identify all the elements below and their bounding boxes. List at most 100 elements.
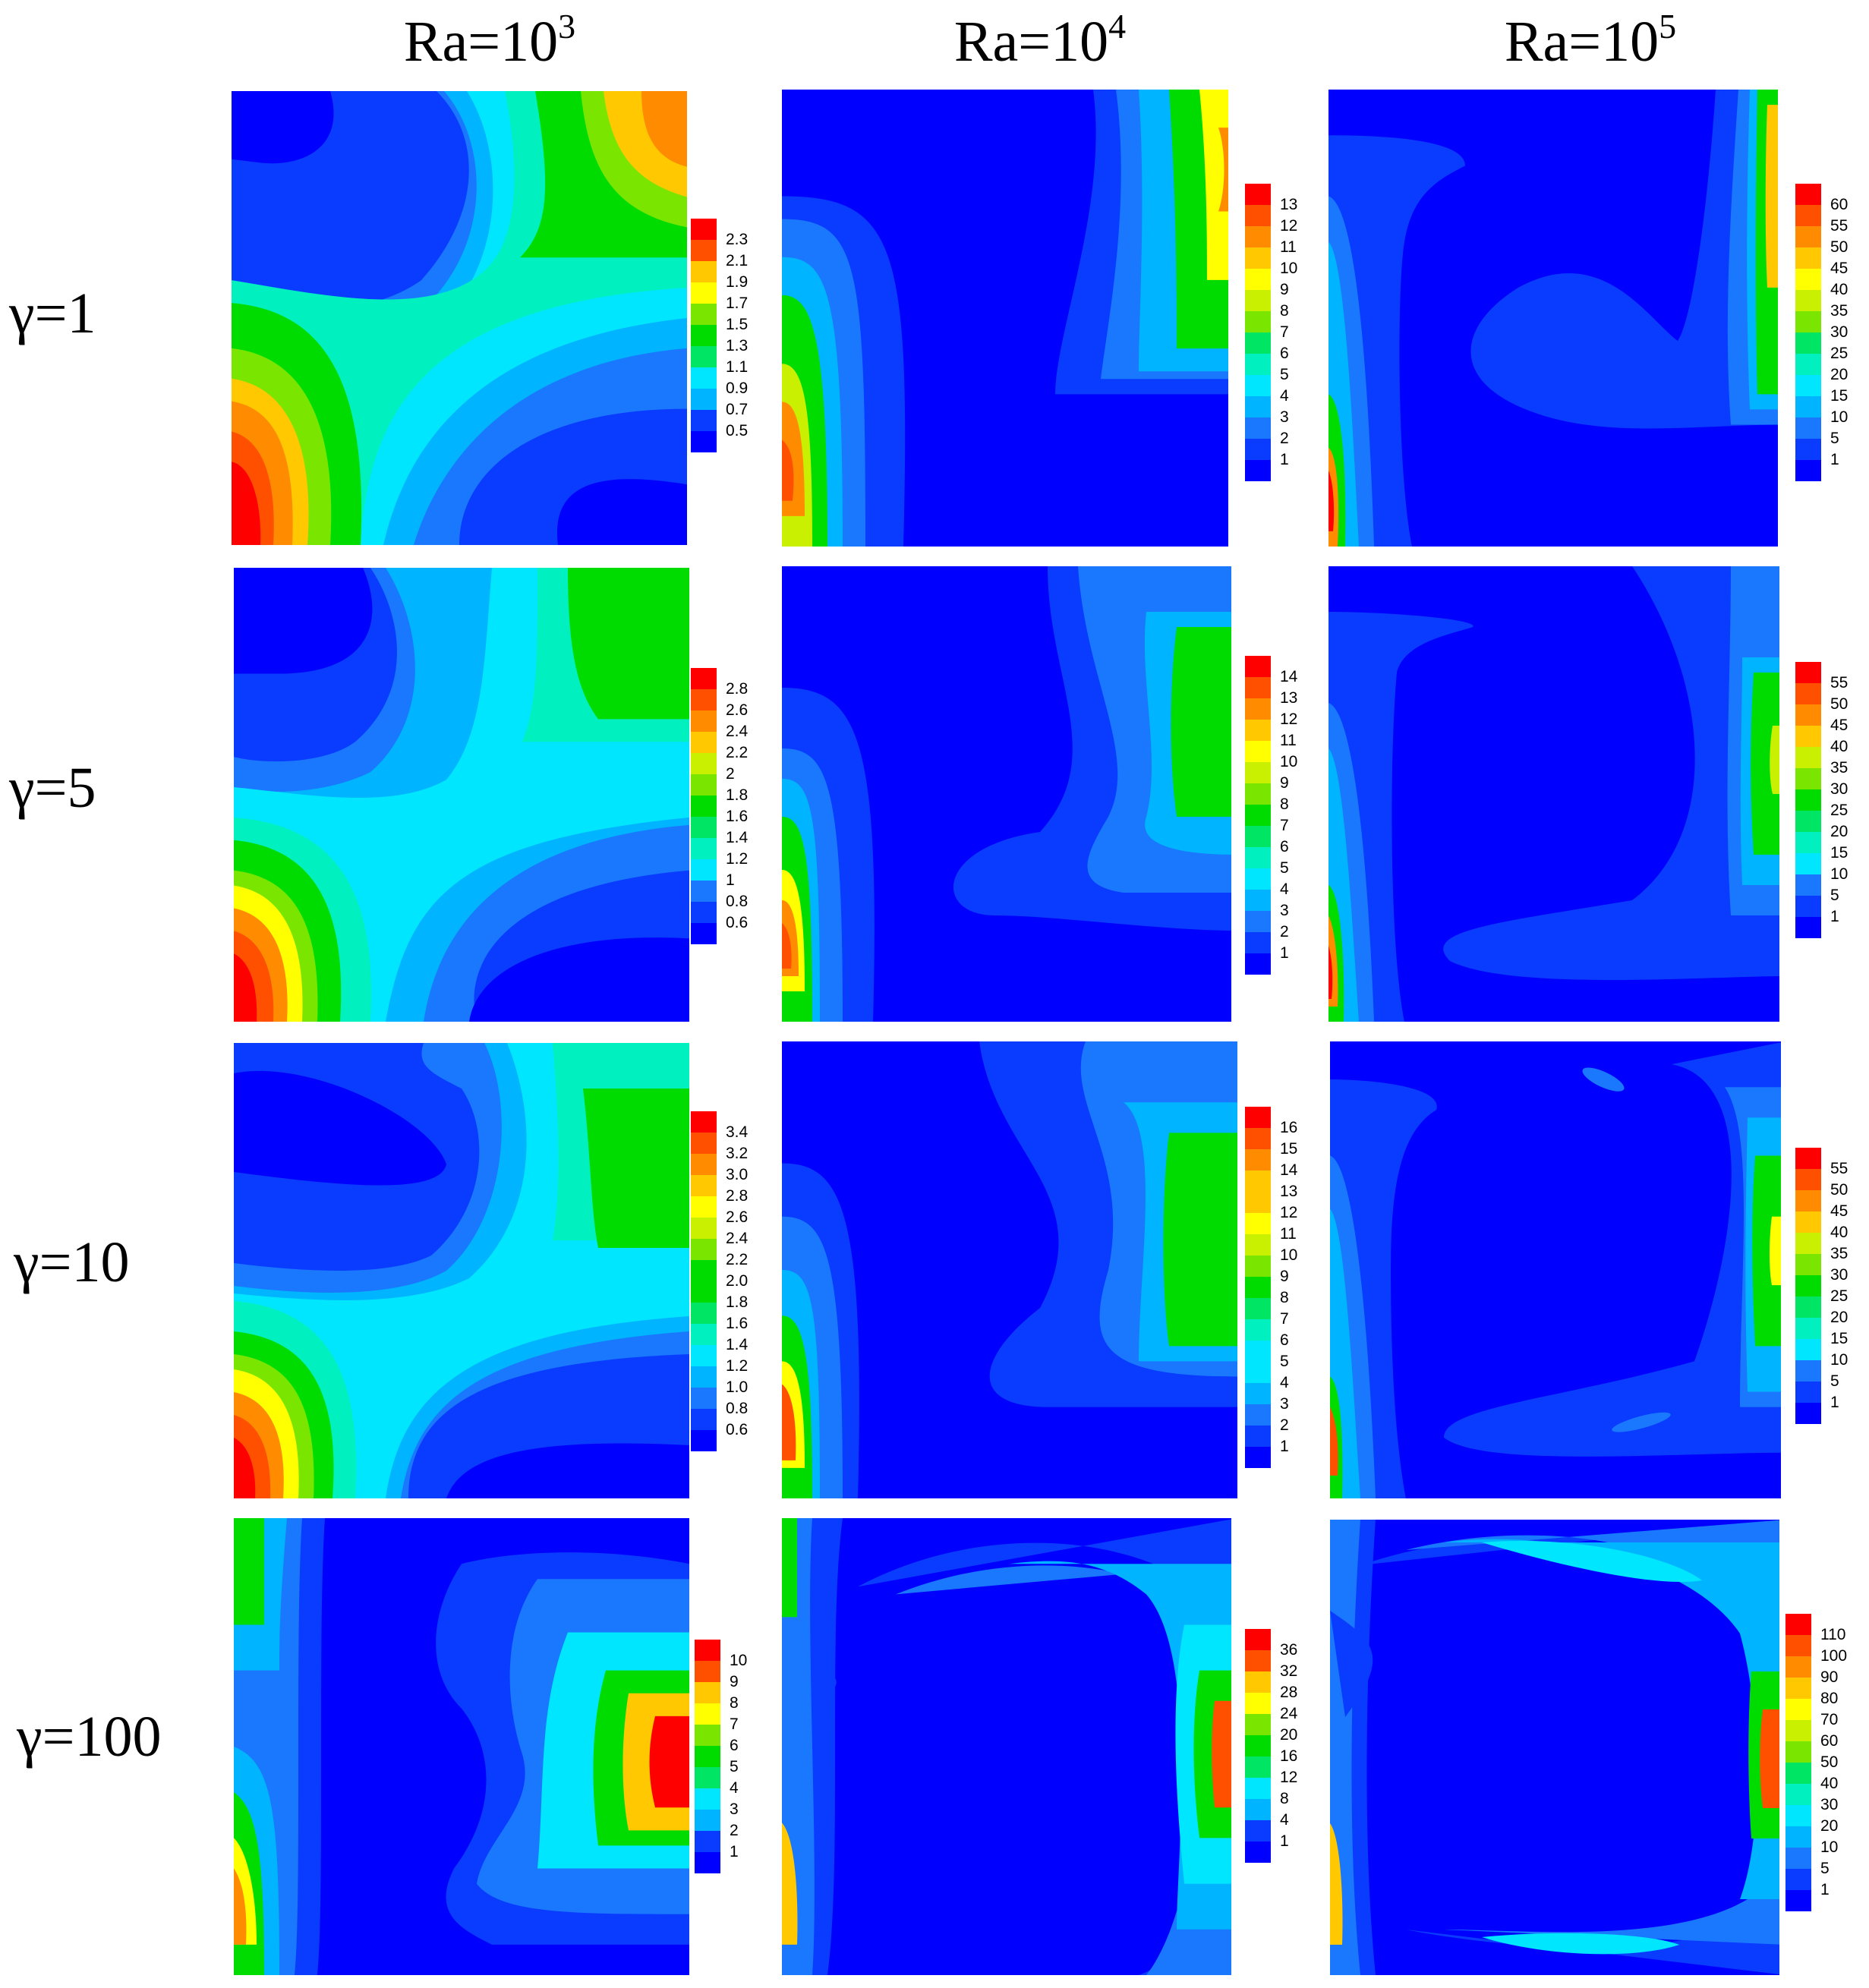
colorbar-swatch [1795, 1360, 1821, 1382]
colorbar-tick-label: 10 [1280, 1246, 1298, 1264]
colorbar-tick-label: 25 [1830, 1287, 1849, 1305]
colorbar-swatch [691, 1303, 717, 1324]
colorbar-tick-label: 3.0 [726, 1166, 749, 1183]
colorbar-swatch [691, 282, 717, 304]
colorbar-tick-label: 6 [1280, 1331, 1289, 1349]
colorbar-tick-label: 10 [1280, 753, 1298, 770]
colorbar-tick-label: 1.3 [726, 337, 749, 354]
colorbar-swatch [1795, 1211, 1821, 1233]
colorbar-tick-label: 13 [1280, 689, 1298, 707]
colorbar-tick-label: 9 [1280, 774, 1289, 792]
colorbar-swatch [1795, 1190, 1821, 1211]
colorbar-swatch [691, 923, 717, 944]
colorbar-tick-label: 0.9 [726, 380, 749, 397]
colorbar-swatch [1245, 1693, 1271, 1714]
colorbar-swatch [1245, 1277, 1271, 1298]
colorbar-tick-label: 0.8 [726, 1400, 749, 1417]
colorbar-swatch [1785, 1763, 1811, 1784]
contour-panel-gamma100-ra1e5 [1330, 1520, 1785, 1975]
colorbar-tick-label: 30 [1820, 1796, 1839, 1813]
colorbar-swatch [691, 1281, 717, 1303]
column-header-ra-1e3: Ra=103 [262, 9, 717, 71]
colorbar-swatch [1245, 1170, 1271, 1192]
colorbar-swatch [1795, 1169, 1821, 1190]
colorbar-tick-label: 9 [1280, 281, 1289, 298]
colorbar-tick-label: 12 [1280, 710, 1298, 728]
colorbar-tick-label: 9 [730, 1673, 739, 1690]
colorbar-tick-label: 14 [1280, 668, 1298, 685]
colorbar-swatch [1795, 747, 1821, 768]
colorbar-swatch [1245, 1298, 1271, 1319]
colorbar-tick-label: 110 [1820, 1626, 1846, 1643]
colorbar-tick-label: 12 [1280, 1769, 1298, 1786]
colorbar-tick-label: 8 [1280, 796, 1289, 813]
colorbar-tick-label: 40 [1830, 281, 1849, 298]
colorbar-swatch [1795, 375, 1821, 396]
colorbar-swatch [691, 1324, 717, 1345]
colorbar-swatch [1795, 1148, 1821, 1169]
colorbar-tick-label: 30 [1830, 780, 1849, 798]
row-header-gamma-100: γ=100 [17, 1705, 162, 1769]
row-header-gamma-5: γ=5 [9, 756, 96, 820]
colorbar-swatch [695, 1682, 720, 1703]
colorbar-tick-label: 4 [1280, 881, 1289, 898]
colorbar-tick-label: 1 [1280, 1832, 1289, 1850]
colorbar-swatch [1245, 805, 1271, 826]
colorbar-tick-label: 9 [1280, 1268, 1289, 1285]
colorbar-tick-label: 20 [1830, 823, 1849, 840]
colorbar-tick-label: 1 [1830, 908, 1839, 925]
colorbar-tick-label: 1.8 [726, 786, 749, 804]
contour-panel-gamma1-ra1e4 [782, 90, 1237, 547]
colorbar-swatch [1245, 184, 1271, 205]
colorbar-tick-label: 1.6 [726, 1315, 749, 1332]
colorbar-swatch [1795, 768, 1821, 789]
column-header-base: Ra=10 [403, 10, 559, 74]
colorbar-swatch [1245, 1319, 1271, 1341]
colorbar-tick-label: 30 [1830, 1266, 1849, 1284]
colorbar-swatch [1245, 396, 1271, 417]
colorbar-swatch [1785, 1741, 1811, 1763]
colorbar-swatch [691, 304, 717, 325]
colorbar-swatch [691, 817, 717, 838]
colorbar-swatch [695, 1703, 720, 1725]
colorbar-swatch [1245, 1447, 1271, 1468]
colorbar-tick-label: 1 [1830, 1394, 1839, 1411]
colorbar-swatch [1795, 662, 1821, 683]
colorbar-tick-label: 10 [730, 1652, 748, 1669]
colorbar-swatch [1785, 1805, 1811, 1826]
colorbar-tick-label: 10 [1830, 1351, 1849, 1369]
colorbar-swatch [691, 1154, 717, 1175]
colorbar-tick-label: 55 [1830, 1160, 1849, 1177]
colorbar-swatch [1245, 1799, 1271, 1820]
colorbar-swatch [1795, 460, 1821, 481]
colorbar-tick-label: 16 [1280, 1119, 1298, 1136]
colorbar-tick-label: 3.4 [726, 1123, 749, 1141]
colorbar-swatch [695, 1767, 720, 1788]
column-header-exponent: 3 [558, 7, 576, 46]
colorbar-tick-label: 2.4 [726, 1230, 749, 1247]
colorbar-tick-label: 6 [1280, 345, 1289, 362]
colorbar-tick-label: 5 [1820, 1860, 1830, 1877]
colorbar-swatch [1245, 1671, 1271, 1693]
colorbar-swatch [1795, 1318, 1821, 1339]
colorbar-swatch [695, 1746, 720, 1767]
colorbar-swatch [1245, 1714, 1271, 1735]
colorbar-swatch [1795, 1275, 1821, 1296]
colorbar-swatch [1795, 1233, 1821, 1254]
colorbar-tick-label: 7 [1280, 323, 1289, 341]
colorbar-tick-label: 15 [1830, 1330, 1849, 1347]
contour-panel-gamma100-ra1e3 [234, 1518, 689, 1975]
colorbar-swatch [691, 668, 717, 689]
colorbar-tick-label: 8 [1280, 1790, 1289, 1807]
colorbar-swatch [691, 1239, 717, 1260]
colorbar-tick-label: 3 [1280, 408, 1289, 426]
colorbar-swatch [1795, 704, 1821, 726]
colorbar-tick-label: 8 [1280, 1289, 1289, 1306]
colorbar-tick-label: 15 [1280, 1140, 1298, 1158]
row-header-gamma-1: γ=1 [9, 282, 96, 345]
colorbar-tick-label: 1.9 [726, 273, 749, 291]
colorbar-swatch [691, 219, 717, 240]
colorbar-swatch [1245, 375, 1271, 396]
colorbar-swatch [691, 753, 717, 774]
colorbar-swatch [1245, 932, 1271, 953]
